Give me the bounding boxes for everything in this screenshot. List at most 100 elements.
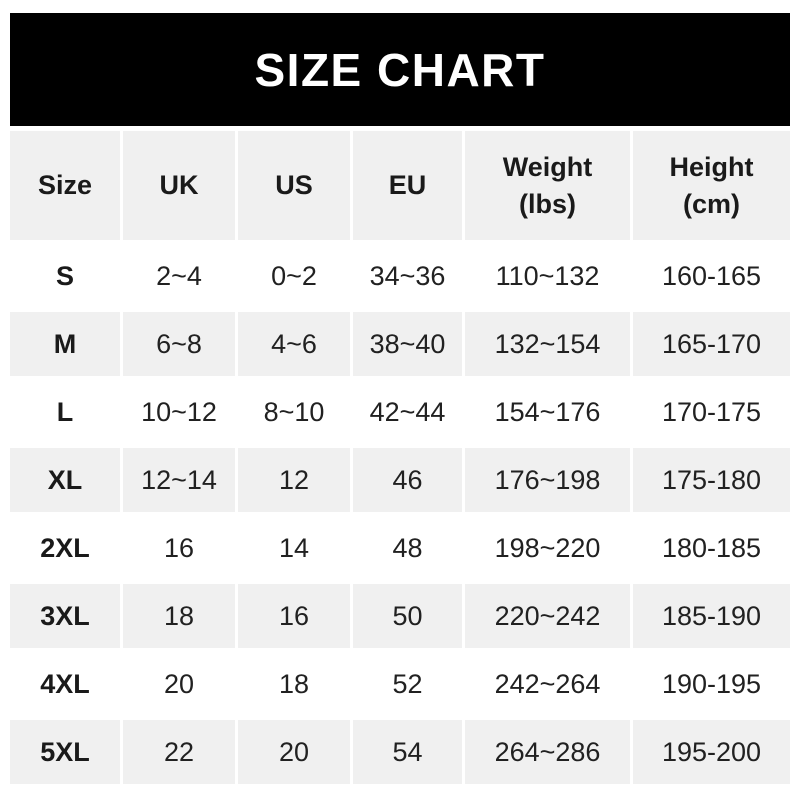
size-cell: 5XL	[10, 720, 120, 784]
cell-value: S	[55, 261, 74, 291]
uk-cell: 12~14	[123, 448, 235, 512]
uk-cell: 16	[123, 516, 235, 580]
cell-value: 2XL	[40, 533, 90, 563]
uk-cell: 22	[123, 720, 235, 784]
us-cell: 18	[238, 652, 350, 716]
column-header-uk: UK	[123, 131, 235, 240]
size-cell: 4XL	[10, 652, 120, 716]
weight-cell: 154~176	[465, 380, 630, 444]
header-label: Height	[669, 151, 754, 182]
eu-cell: 34~36	[353, 244, 462, 308]
cell-value: 195-200	[661, 737, 762, 767]
cell-value: 198~220	[494, 533, 601, 563]
weight-cell: 132~154	[465, 312, 630, 376]
cell-value: 165-170	[661, 329, 762, 359]
cell-value: 34~36	[369, 261, 446, 291]
height-cell: 195-200	[633, 720, 790, 784]
cell-value: 185-190	[661, 601, 762, 631]
cell-value: 190-195	[661, 669, 762, 699]
cell-value: M	[53, 329, 77, 359]
header-unit: (cm)	[682, 188, 740, 219]
cell-value: 242~264	[494, 669, 601, 699]
cell-value: 38~40	[369, 329, 446, 359]
cell-value: 18	[163, 601, 195, 631]
column-header-weight: Weight (lbs)	[465, 131, 630, 240]
height-cell: 185-190	[633, 584, 790, 648]
cell-value: 20	[163, 669, 195, 699]
cell-value: 6~8	[156, 329, 202, 359]
cell-value: 132~154	[494, 329, 601, 359]
eu-cell: 42~44	[353, 380, 462, 444]
header-label: UK	[159, 170, 199, 200]
weight-cell: 220~242	[465, 584, 630, 648]
uk-cell: 2~4	[123, 244, 235, 308]
eu-cell: 48	[353, 516, 462, 580]
cell-value: 4XL	[40, 669, 90, 699]
cell-value: 180-185	[661, 533, 762, 563]
header-label: Size	[37, 170, 93, 200]
uk-cell: 6~8	[123, 312, 235, 376]
cell-value: 3XL	[40, 601, 90, 631]
cell-value: 54	[392, 737, 423, 767]
size-cell: 2XL	[10, 516, 120, 580]
cell-value: 16	[278, 601, 310, 631]
uk-cell: 10~12	[123, 380, 235, 444]
cell-value: XL	[47, 465, 83, 495]
uk-cell: 20	[123, 652, 235, 716]
cell-value: 264~286	[494, 737, 601, 767]
header-label: Weight	[502, 151, 593, 182]
height-cell: 170-175	[633, 380, 790, 444]
height-cell: 175-180	[633, 448, 790, 512]
cell-value: 8~10	[263, 397, 325, 427]
cell-value: 5XL	[40, 737, 90, 767]
us-cell: 16	[238, 584, 350, 648]
cell-value: 220~242	[494, 601, 601, 631]
cell-value: 10~12	[141, 397, 217, 427]
us-cell: 14	[238, 516, 350, 580]
weight-cell: 242~264	[465, 652, 630, 716]
eu-cell: 54	[353, 720, 462, 784]
height-cell: 190-195	[633, 652, 790, 716]
cell-value: 50	[392, 601, 423, 631]
cell-value: 170-175	[661, 397, 762, 427]
cell-value: 48	[392, 533, 423, 563]
column-header-height: Height (cm)	[633, 131, 790, 240]
weight-cell: 264~286	[465, 720, 630, 784]
height-cell: 165-170	[633, 312, 790, 376]
cell-value: 4~6	[271, 329, 317, 359]
header-label: EU	[388, 170, 427, 200]
us-cell: 0~2	[238, 244, 350, 308]
size-cell: L	[10, 380, 120, 444]
us-cell: 12	[238, 448, 350, 512]
column-header-size: Size	[10, 131, 120, 240]
cell-value: 2~4	[156, 261, 202, 291]
weight-cell: 176~198	[465, 448, 630, 512]
column-header-us: US	[238, 131, 350, 240]
cell-value: L	[56, 397, 74, 427]
eu-cell: 52	[353, 652, 462, 716]
cell-value: 154~176	[494, 397, 601, 427]
cell-value: 52	[392, 669, 423, 699]
cell-value: 175-180	[661, 465, 762, 495]
size-cell: XL	[10, 448, 120, 512]
eu-cell: 50	[353, 584, 462, 648]
column-header-eu: EU	[353, 131, 462, 240]
size-chart-table: Size UK US EU Weight (lbs) Height (cm) S 2…	[10, 131, 790, 784]
header-label: US	[275, 170, 313, 200]
cell-value: 46	[392, 465, 423, 495]
cell-value: 160-165	[661, 261, 762, 291]
cell-value: 12	[278, 465, 310, 495]
cell-value: 22	[163, 737, 195, 767]
cell-value: 12~14	[141, 465, 217, 495]
cell-value: 42~44	[369, 397, 446, 427]
cell-value: 0~2	[271, 261, 317, 291]
cell-value: 110~132	[495, 261, 600, 291]
cell-value: 18	[278, 669, 310, 699]
us-cell: 8~10	[238, 380, 350, 444]
banner: SIZE CHART	[10, 13, 790, 126]
uk-cell: 18	[123, 584, 235, 648]
cell-value: 20	[278, 737, 310, 767]
eu-cell: 46	[353, 448, 462, 512]
cell-value: 16	[163, 533, 195, 563]
